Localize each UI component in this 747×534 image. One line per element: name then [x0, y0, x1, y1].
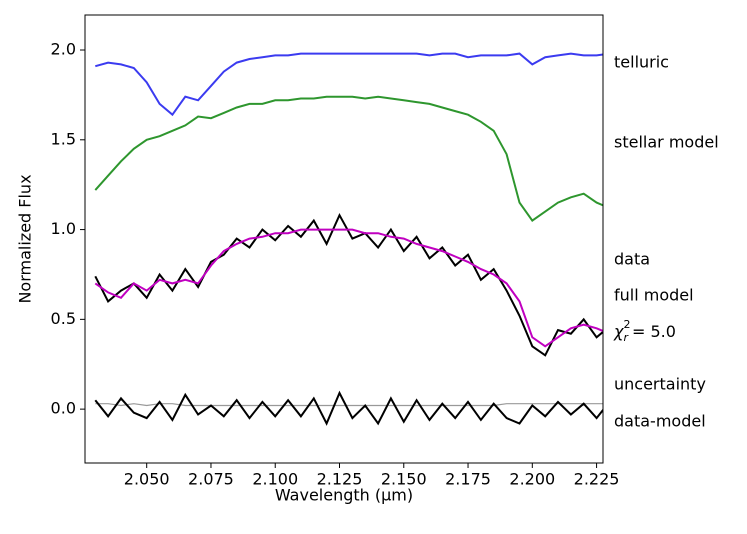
y-tick-label: 1.5	[51, 129, 76, 148]
series-label: data	[614, 250, 650, 269]
x-tick-label: 2.175	[445, 470, 491, 489]
series-line	[94, 390, 603, 426]
series-line	[94, 95, 603, 222]
y-axis-label: Normalized Flux	[16, 174, 35, 303]
plot-frame	[84, 14, 604, 464]
series-label: full model	[614, 286, 694, 305]
series-line	[95, 52, 603, 117]
series-label: uncertainty	[614, 375, 706, 394]
annotation: χ2 r = 5.0	[613, 318, 676, 344]
annotation-part: χ	[613, 322, 624, 341]
series-label: stellar model	[614, 133, 719, 152]
x-tick-label: 2.075	[188, 470, 234, 489]
y-tick-label: 1.0	[51, 219, 76, 238]
x-tick-label: 2.225	[574, 470, 620, 489]
y-tick-label: 0.5	[51, 309, 76, 328]
x-tick-label: 2.050	[124, 470, 170, 489]
x-tick-label: 2.150	[381, 470, 427, 489]
series-label: telluric	[614, 53, 669, 72]
x-axis-label: Wavelength (μm)	[275, 486, 413, 505]
annotation-part: 2	[623, 318, 630, 331]
series-line	[94, 212, 603, 357]
series-label: data-model	[614, 412, 706, 431]
annotation-part: = 5.0	[632, 322, 676, 341]
series-line	[94, 228, 603, 348]
x-tick-label: 2.100	[252, 470, 298, 489]
y-tick-label: 2.0	[51, 40, 76, 59]
x-tick-label: 2.200	[509, 470, 555, 489]
x-tick-label: 2.125	[317, 470, 363, 489]
annotation-part: r	[623, 331, 629, 344]
y-tick-label: 0.0	[51, 399, 76, 418]
